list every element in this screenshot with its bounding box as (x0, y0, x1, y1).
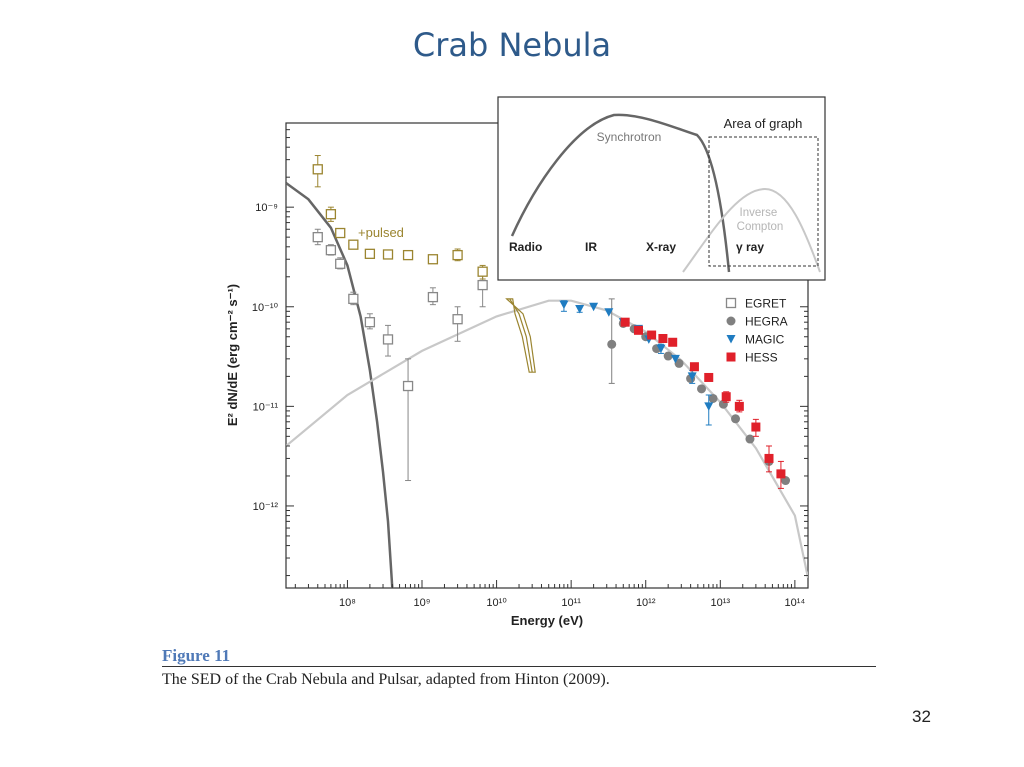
hegra-point (731, 414, 741, 424)
area-of-graph-label: Area of graph (724, 116, 803, 131)
hess-point (647, 330, 657, 340)
hess-series (620, 317, 786, 489)
slide-title: Crab Nebula (412, 26, 612, 64)
hegra-point (607, 339, 617, 349)
hess-point (721, 392, 731, 402)
egret-error-bar (405, 358, 412, 482)
x-axis-label: Energy (eV) (511, 613, 583, 628)
figure-label: Figure 11 (162, 646, 231, 665)
pulsed-point (364, 248, 376, 259)
legend-label-hess: HESS (745, 351, 778, 365)
bow-tie (505, 298, 536, 373)
pulsed-point (427, 254, 439, 265)
egret-point (325, 245, 337, 256)
x-tick-label: 10⁸ (339, 597, 356, 609)
hegra-point (663, 351, 673, 361)
pulsed-annotation: +pulsed (358, 225, 404, 240)
magic-point (656, 344, 666, 354)
legend-label-magic: MAGIC (745, 333, 785, 347)
x-tick-label: 10⁹ (414, 597, 431, 609)
hegra-point (674, 358, 684, 368)
magic-point (589, 302, 599, 312)
hess-point (734, 401, 744, 411)
egret-point (427, 291, 439, 303)
magic-point (704, 402, 714, 411)
x-tick-label: 10¹⁰ (486, 597, 507, 609)
data-series (312, 155, 791, 489)
y-axis-label: E² dN/dE (erg cm⁻² s⁻¹) (225, 284, 240, 426)
egret-point (477, 279, 488, 291)
figure-caption: The SED of the Crab Nebula and Pulsar, a… (162, 671, 610, 688)
inset-plot: Area of graph Synchrotron Inverse Compto… (497, 96, 826, 281)
magic-point (604, 308, 614, 317)
hess-point (668, 337, 678, 347)
legend-marker-egret (725, 297, 737, 309)
band-label-gamma: γ ray (736, 240, 764, 254)
magic-point (687, 372, 697, 381)
hegra-point (697, 384, 707, 394)
magic-point (670, 354, 680, 364)
pulsed-point (452, 249, 463, 261)
x-tick-label: 10¹² (636, 597, 656, 609)
legend: EGRET HEGRA MAGIC HESS (725, 297, 788, 365)
pulsed-point (312, 164, 323, 175)
area-of-graph-box (708, 136, 819, 267)
egret-point (452, 314, 463, 325)
hess-point (776, 469, 786, 479)
egret-point (335, 258, 346, 269)
inverse-compton-label: Inverse Compton (737, 207, 784, 233)
x-tick-label: 10¹³ (711, 597, 731, 609)
caption-divider (162, 666, 876, 667)
pulsed-point (477, 266, 488, 277)
hegra-point (745, 434, 755, 444)
hess-point (633, 325, 643, 335)
y-tick-label: 10⁻¹¹ (253, 401, 279, 413)
hess-point (689, 362, 699, 372)
egret-point (364, 317, 376, 328)
inverse-compton-curve (682, 187, 821, 273)
magic-point (575, 304, 585, 314)
y-tick-label: 10⁻¹⁰ (252, 302, 279, 314)
pulsed-series (312, 155, 488, 280)
band-label-ir: IR (585, 240, 597, 254)
legend-label-hegra: HEGRA (745, 315, 788, 329)
bow-tie-center (509, 298, 533, 373)
synchrotron-curve (510, 113, 731, 273)
band-label-xray: X-ray (646, 240, 676, 254)
hess-point (620, 317, 630, 327)
x-tick-label: 10¹⁴ (785, 597, 806, 609)
synchrotron-model-curve (286, 181, 394, 588)
legend-marker-hegra (726, 316, 736, 326)
hegra-point (708, 393, 718, 403)
magic-series (559, 300, 714, 426)
y-tick-label: 10⁻¹² (253, 501, 279, 513)
pulsed-point (382, 249, 394, 260)
magic-point (559, 300, 569, 310)
hess-point (751, 422, 761, 432)
hess-point (658, 334, 668, 344)
synchrotron-label: Synchrotron (597, 130, 662, 144)
y-tick-label: 10⁻⁹ (255, 202, 278, 214)
hess-point (764, 453, 774, 463)
legend-marker-magic (726, 335, 736, 344)
pulsed-point (348, 239, 359, 250)
pulsed-point (325, 209, 337, 220)
pulsed-point (402, 249, 414, 261)
legend-label-egret: EGRET (745, 297, 787, 311)
egret-series (312, 228, 488, 482)
egret-point (348, 293, 359, 305)
band-label-radio: Radio (509, 240, 542, 254)
x-tick-label: 10¹¹ (561, 597, 581, 609)
page-number: 32 (912, 707, 931, 726)
inset-frame (497, 96, 826, 281)
egret-point (402, 380, 414, 392)
hess-point (704, 372, 714, 382)
egret-point (382, 334, 394, 345)
legend-marker-hess (726, 352, 736, 362)
pulsed-point (335, 227, 346, 239)
egret-point (312, 231, 323, 243)
